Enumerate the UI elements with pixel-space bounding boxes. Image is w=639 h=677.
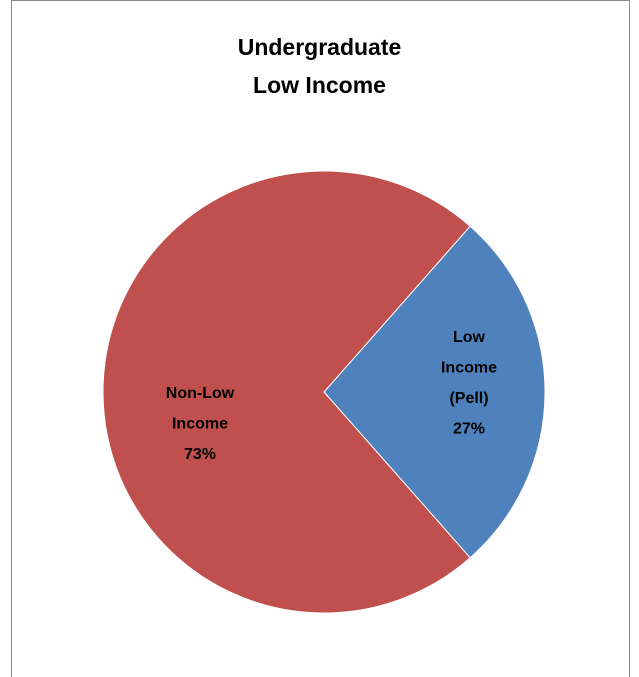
pie-slice-label-non-low-income: Non-Low Income 73% bbox=[166, 385, 235, 463]
pie-slice-non-low-income bbox=[102, 170, 471, 614]
pie-slice-label-line: (Pell) bbox=[449, 390, 488, 407]
pie-slices bbox=[102, 170, 546, 614]
pie-labels: Low Income (Pell) 27% Non-Low Income 73% bbox=[166, 329, 497, 463]
pie-slice-label-line: 27% bbox=[453, 421, 485, 438]
pie-slice-label-line: 73% bbox=[184, 446, 216, 463]
pie-slice-label-low-income: Low Income (Pell) 27% bbox=[441, 329, 497, 438]
pie-slice-label-line: Low bbox=[453, 329, 486, 346]
chart-title-line-1: Undergraduate bbox=[237, 34, 402, 60]
pie-slice-label-line: Non-Low bbox=[166, 385, 235, 402]
pie-slice-label-line: Income bbox=[172, 416, 228, 433]
pie-slice-low-income bbox=[323, 225, 546, 559]
pie-slice-label-line: Income bbox=[441, 360, 497, 377]
chart-title-line-2: Low Income bbox=[253, 72, 386, 98]
